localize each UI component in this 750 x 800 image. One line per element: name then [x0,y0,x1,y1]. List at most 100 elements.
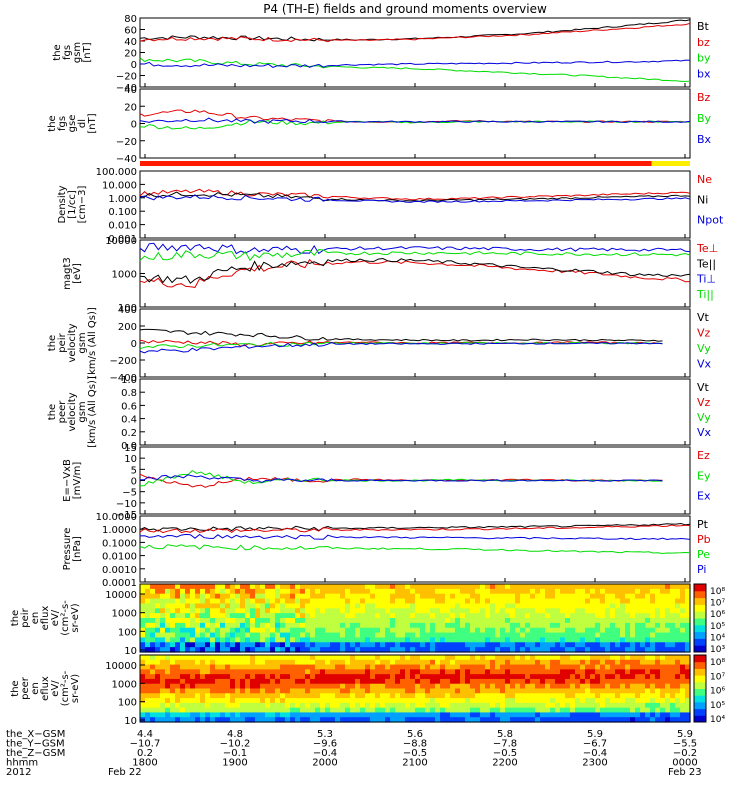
spectrogram-cell [155,702,161,709]
spectrogram-cell [290,647,296,653]
spectrogram-cell [390,622,396,629]
y-tick-label: 0 [131,339,137,350]
spectrogram-cell [245,678,251,685]
spectrogram-cell [190,674,196,680]
spectrogram-cell [550,603,556,609]
spectrogram-cell [215,627,221,634]
spectrogram-cell [605,627,611,634]
spectrogram-cell [195,613,201,619]
spectrogram-cell [670,637,676,643]
spectrogram-cell [245,608,251,614]
spectrogram-cell [645,683,651,690]
spectrogram-cell [320,588,326,595]
spectrogram-cell [365,627,371,634]
spectrogram-cell [430,659,436,666]
spectrogram-cell [650,647,656,653]
spectrogram-cell [585,669,591,675]
spectrogram-cell [195,717,201,723]
spectrogram-cell [360,707,366,714]
spectrogram-cell [520,683,526,690]
spectrogram-cell [345,688,351,694]
series-Ti⊥ [139,242,691,255]
colorbar-label: 10⁵ [710,701,725,711]
spectrogram-cell [660,613,666,619]
spectrogram-cell [675,618,681,624]
spectrogram-cell [245,707,251,714]
spectrogram-cell [340,717,346,723]
spectrogram-cell [505,608,511,614]
spectrogram-cell [570,642,576,648]
spectrogram-cell [505,647,511,653]
spectrogram-cell [550,717,556,723]
spectrogram-cell [665,593,671,600]
spectrogram-cell [175,698,181,704]
spectrogram-cell [575,637,581,643]
spectrogram-cell [315,584,321,590]
spectrogram-cell [230,698,236,704]
spectrogram-cell [600,593,606,600]
spectrogram-cell [150,707,156,714]
spectrogram-cell [210,627,216,634]
spectrogram-cell [525,664,531,670]
spectrogram-cell [550,632,556,639]
spectrogram-cell [495,627,501,634]
spectrogram-cell [455,655,461,661]
y-axis-label-line: gsm [77,401,88,422]
spectrogram-cell [325,664,331,670]
spectrogram-cell [330,593,336,600]
spectrogram-cell [565,707,571,714]
spectrogram-cell [650,669,656,675]
spectrogram-cell [510,674,516,680]
spectrogram-cell [310,683,316,690]
spectrogram-cell [645,588,651,595]
spectrogram-cell [305,707,311,714]
ephemeris-value: −7.8 [493,739,517,750]
spectrogram-cell [405,632,411,639]
ephemeris-value: −5.5 [673,739,697,750]
spectrogram-cell [330,712,336,718]
spectrogram-cell [450,584,456,590]
legend-Ne: Ne [697,173,712,186]
spectrogram-cell [465,707,471,714]
spectrogram-cell [675,678,681,685]
spectrogram-cell [265,712,271,718]
spectrogram-cell [200,584,206,590]
spectrogram-cell [685,637,691,643]
spectrogram-cell [470,664,476,670]
spectrogram-cell [570,683,576,690]
spectrogram-cell [575,588,581,595]
spectrogram-cell [490,707,496,714]
spectrogram-cell [665,683,671,690]
spectrogram-cell [320,664,326,670]
spectrogram-cell [160,613,166,619]
spectrogram-cell [550,588,556,595]
spectrogram-cell [210,674,216,680]
spectrogram-cell [145,588,151,595]
spectrogram-cell [370,588,376,595]
spectrogram-cell [620,674,626,680]
spectrogram-cell [625,707,631,714]
spectrogram-cell [430,613,436,619]
spectrogram-cell [270,707,276,714]
spectrogram-cell [440,584,446,590]
spectrogram-cell [480,603,486,609]
spectrogram-cell [320,693,326,699]
spectrogram-cell [570,698,576,704]
spectrogram-cell [580,702,586,709]
spectrogram-cell [360,642,366,648]
spectrogram-cell [455,647,461,653]
spectrogram-cell [570,712,576,718]
spectrogram-cell [280,642,286,648]
spectrogram-cell [205,688,211,694]
spectrogram-cell [380,669,386,675]
spectrogram-cell [440,618,446,624]
spectrogram-cell [380,598,386,605]
spectrogram-cell [660,632,666,639]
spectrogram-cell [220,584,226,590]
spectrogram-cell [585,647,591,653]
spectrogram-cell [580,678,586,685]
spectrogram-cell [340,613,346,619]
spectrogram-cell [200,688,206,694]
spectrogram-cell [320,584,326,590]
colorbar-swatch [694,590,706,599]
